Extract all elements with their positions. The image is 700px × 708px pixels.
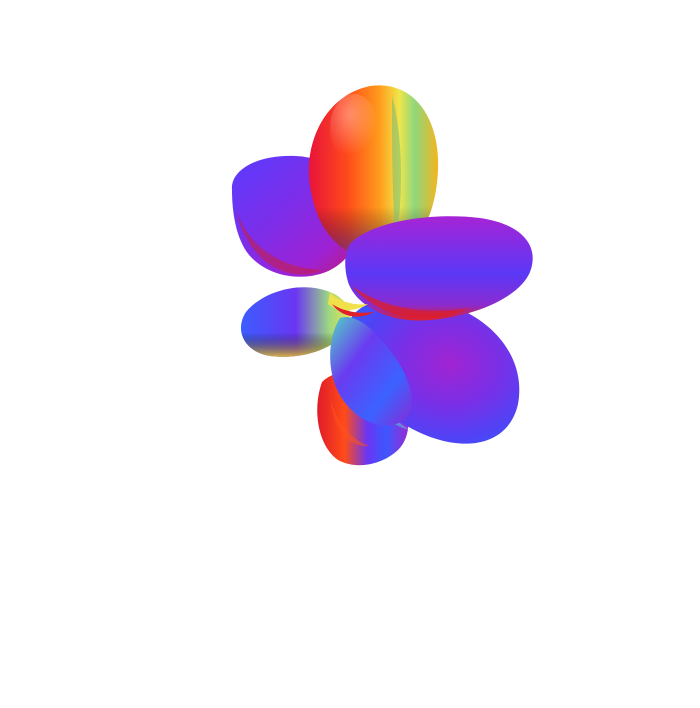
lobe-center-neck — [328, 292, 374, 317]
lobe-top — [308, 85, 439, 259]
lobe-right-upper — [345, 216, 533, 321]
lobe-left-lower — [240, 287, 351, 357]
lobe-front-middle — [330, 316, 412, 426]
